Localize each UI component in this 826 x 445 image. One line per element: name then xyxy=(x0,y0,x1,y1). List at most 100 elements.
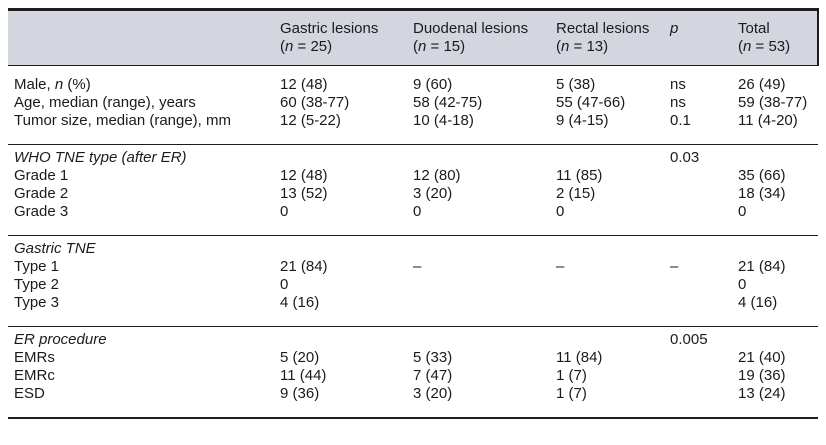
cell-value: – xyxy=(413,258,422,275)
cell-value: 19 (36) xyxy=(738,367,786,384)
cell-empty xyxy=(274,144,407,167)
cell-value: 59 (38-77) xyxy=(738,94,808,111)
cell-value: 7 (47) xyxy=(413,367,453,384)
cell-value: 0 xyxy=(280,276,289,293)
cell-value: 13 (52) xyxy=(280,185,328,202)
column-title: Total xyxy=(738,20,770,37)
section-row-who-tne-type: WHO TNE type (after ER) 0.03 xyxy=(8,144,818,167)
column-n: (n = 25) xyxy=(280,38,333,55)
cell-value: 4 (16) xyxy=(738,294,778,311)
row-label: ESD xyxy=(8,385,274,419)
cell-value: 3 (20) xyxy=(407,385,550,419)
cell-p-value xyxy=(664,349,732,367)
column-n: (n = 53) xyxy=(738,38,791,55)
cell-empty xyxy=(550,144,664,167)
column-header-empty xyxy=(8,8,274,66)
row-label: EMRc xyxy=(14,367,55,384)
cell-value: 9 (60) xyxy=(413,76,453,93)
cell-value: 60 (38-77) xyxy=(280,94,350,111)
cell-p-value xyxy=(664,203,732,236)
column-header-p: p xyxy=(664,8,732,66)
cell-value: 5 (20) xyxy=(280,349,320,366)
cell-p-value xyxy=(664,276,732,294)
cell-empty xyxy=(274,326,407,349)
section-gastric-tne: Gastric TNE Type 1 21 (84) – – – 21 (84)… xyxy=(8,235,818,327)
column-header-rectal: Rectal lesions (n = 13) xyxy=(550,8,664,66)
column-n: (n = 15) xyxy=(413,38,466,55)
cell-value: 0 xyxy=(556,203,565,220)
cell-p-value: ns xyxy=(670,94,686,111)
section-title: WHO TNE type (after ER) xyxy=(8,144,274,167)
table-row-age: Age, median (range), years 60 (38-77) 58… xyxy=(8,94,818,112)
row-label: Grade 3 xyxy=(14,203,69,220)
section-title: Gastric TNE xyxy=(8,235,274,258)
cell-empty xyxy=(407,326,550,349)
table-row-type-3: Type 3 4 (16) 4 (16) xyxy=(8,294,818,327)
table-row-grade-3: Grade 3 0 0 0 0 xyxy=(8,203,818,236)
row-label: Male, n (%) xyxy=(14,76,91,93)
cell-value: 21 (84) xyxy=(738,258,786,275)
row-label: Type 3 xyxy=(14,294,60,311)
cell-empty xyxy=(407,144,550,167)
cell-p-value xyxy=(664,235,732,258)
cell-value: 11 (4-20) xyxy=(738,112,798,129)
row-label: Grade 1 xyxy=(14,167,69,184)
cell-value: 9 (4-15) xyxy=(556,112,609,129)
cell-value: 0 xyxy=(738,203,747,220)
cell-empty xyxy=(274,235,407,258)
cell-value: 13 (24) xyxy=(732,385,818,419)
cell-p-value xyxy=(664,185,732,203)
cell-value: 12 (5-22) xyxy=(280,112,341,129)
cell-value xyxy=(550,276,664,294)
cell-empty xyxy=(407,235,550,258)
cell-value xyxy=(550,294,664,327)
cell-value: 12 (48) xyxy=(280,76,328,93)
page: Gastric lesions (n = 25) Duodenal lesion… xyxy=(8,8,819,419)
column-title: Duodenal lesions xyxy=(413,20,529,37)
lesions-comparison-table: Gastric lesions (n = 25) Duodenal lesion… xyxy=(8,8,819,419)
cell-value: 1 (7) xyxy=(556,367,587,384)
cell-value: 12 (80) xyxy=(413,167,461,184)
section-demographics: Male, n (%) 12 (48) 9 (60) 5 (38) ns 26 … xyxy=(8,66,818,145)
section-row-gastric-tne: Gastric TNE xyxy=(8,235,818,258)
cell-value: 11 (84) xyxy=(556,349,603,366)
cell-value: 1 (7) xyxy=(550,385,664,419)
row-label: Age, median (range), years xyxy=(14,94,196,111)
cell-value: 10 (4-18) xyxy=(413,112,474,129)
cell-value: 3 (20) xyxy=(413,185,453,202)
cell-value: 18 (34) xyxy=(738,185,786,202)
row-label: Type 2 xyxy=(14,276,60,293)
table-row-grade-1: Grade 1 12 (48) 12 (80) 11 (85) 35 (66) xyxy=(8,167,818,185)
row-label: EMRs xyxy=(14,349,55,366)
cell-value: 58 (42-75) xyxy=(413,94,483,111)
cell-value: 2 (15) xyxy=(556,185,596,202)
section-title: ER procedure xyxy=(8,326,274,349)
cell-p-value: 0.03 xyxy=(664,144,732,167)
cell-p-value: – xyxy=(670,258,679,275)
cell-empty xyxy=(550,235,664,258)
cell-empty xyxy=(732,326,818,349)
cell-value: 9 (36) xyxy=(274,385,407,419)
table-row-emrc: EMRc 11 (44) 7 (47) 1 (7) 19 (36) xyxy=(8,367,818,385)
header-row: Gastric lesions (n = 25) Duodenal lesion… xyxy=(8,8,819,66)
column-header-total: Total (n = 53) xyxy=(732,8,819,66)
cell-value: 55 (47-66) xyxy=(556,94,626,111)
column-header-gastric: Gastric lesions (n = 25) xyxy=(274,8,407,66)
cell-value: 4 (16) xyxy=(280,294,320,311)
cell-value: 0 xyxy=(280,203,289,220)
table-row-grade-2: Grade 2 13 (52) 3 (20) 2 (15) 18 (34) xyxy=(8,185,818,203)
cell-value: 0 xyxy=(413,203,422,220)
column-header-duodenal: Duodenal lesions (n = 15) xyxy=(407,8,550,66)
cell-value: 11 (85) xyxy=(556,167,603,184)
table-row-type-1: Type 1 21 (84) – – – 21 (84) xyxy=(8,258,818,276)
cell-value xyxy=(407,294,550,327)
table-row-male: Male, n (%) 12 (48) 9 (60) 5 (38) ns 26 … xyxy=(8,66,818,95)
cell-p-value xyxy=(664,167,732,185)
column-title: p xyxy=(670,20,679,37)
cell-p-value: ns xyxy=(670,76,686,93)
section-row-er-procedure: ER procedure 0.005 xyxy=(8,326,818,349)
cell-p-value xyxy=(664,367,732,385)
cell-p-value: 0.1 xyxy=(670,112,691,129)
row-label: Type 1 xyxy=(14,258,60,275)
cell-value: 11 (44) xyxy=(280,367,327,384)
